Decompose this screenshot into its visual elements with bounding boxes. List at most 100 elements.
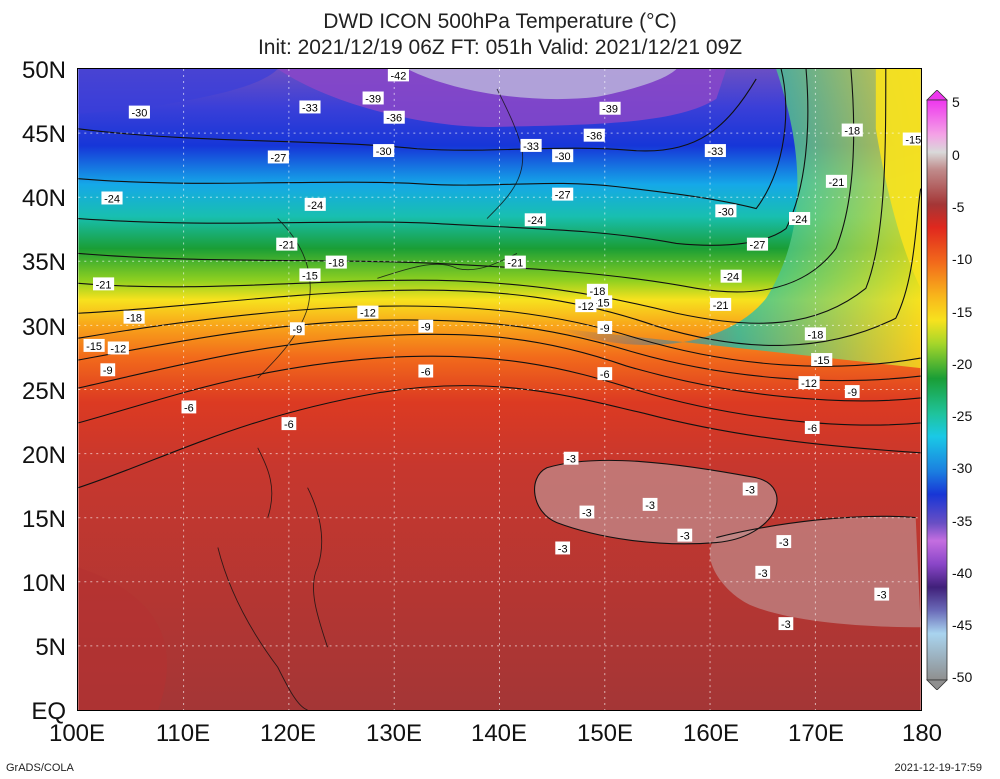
contour-label: -3 [579, 505, 595, 520]
colorbar-label: -35 [952, 513, 973, 529]
contour-label-box [524, 213, 546, 227]
contour-label: -9 [418, 319, 434, 334]
contour-label: -30 [552, 149, 574, 163]
contour-label: -3 [755, 565, 771, 580]
contour-label-text: -15 [302, 270, 318, 282]
contour-label-text: -12 [360, 308, 376, 320]
software-credit: GrADS/COLA [6, 762, 74, 774]
contour-label: -24 [720, 269, 742, 284]
contour-label-text: -3 [779, 537, 789, 549]
contour-label: -24 [304, 197, 326, 212]
contour-label-text: -3 [558, 543, 568, 555]
colorbar-top-arrow [926, 90, 948, 101]
contour-label-box [597, 367, 613, 381]
contour-label-text: -18 [844, 126, 860, 138]
contour-label-text: -27 [555, 190, 571, 202]
contour-label-box [555, 541, 571, 555]
lon-label-150e: 150E [576, 720, 634, 747]
contour-label: -18 [804, 327, 826, 341]
contour-label-text: -6 [184, 402, 194, 414]
contour-label-box [746, 237, 769, 251]
contour-label-text: -3 [877, 590, 887, 602]
contour-label-text: -39 [365, 93, 381, 105]
contour-label: -9 [100, 363, 116, 377]
contour-label-box [362, 91, 384, 105]
contour-label-box [804, 420, 820, 434]
temperature-map: -42 -39 -39 -36 -36 -33 -33 -33 -30 -30 -30 -30 -27 -… [77, 68, 922, 711]
colorbar-label: -25 [952, 408, 973, 424]
contour-label-box [304, 197, 326, 211]
colorbar-label: -5 [952, 199, 965, 215]
contour-label: -6 [281, 417, 297, 431]
contour-label-text: -3 [566, 454, 576, 466]
contour-label-box [83, 338, 105, 352]
contour-label-text: -24 [307, 200, 323, 212]
cold-region-west [78, 69, 278, 114]
contour-label: -12 [575, 299, 597, 313]
contour-label: -3 [563, 451, 579, 466]
lat-label-10n: 10N [21, 570, 66, 597]
contour-label-text: -3 [645, 500, 655, 512]
contour-label-text: -3 [582, 508, 592, 520]
contour-labels: -42 -39 -39 -36 -36 -33 -33 -33 -30 -30 -30 -30 -27 -… [83, 69, 921, 631]
contour-label-box [373, 144, 395, 158]
colorbar-label: -20 [952, 356, 973, 372]
contour-label: -15 [811, 353, 833, 367]
contour-label-text: -6 [284, 419, 294, 431]
contour-label-box [755, 565, 771, 579]
contour-label-text: -15 [905, 134, 921, 146]
contour-label: -21 [710, 297, 732, 312]
contour-label: -6 [804, 420, 820, 435]
gridlines [78, 69, 921, 710]
contour-label-box [387, 69, 409, 82]
contour-label: -18 [123, 310, 145, 325]
contour-label-box [575, 299, 597, 313]
contour-label: -18 [841, 123, 863, 138]
contour-label-box [677, 528, 693, 542]
contour-label-box [181, 400, 197, 414]
contour-label-box [902, 132, 921, 146]
contour-label-text: -21 [279, 240, 295, 252]
contour-label-text: -30 [718, 206, 734, 218]
lat-label-35n: 35N [21, 249, 66, 276]
contour-label-text: -39 [602, 104, 618, 116]
contour-label-text: -24 [723, 272, 739, 284]
colorbar-label: -10 [952, 251, 973, 267]
contour-label-text: -12 [801, 378, 817, 390]
colorbar [926, 90, 948, 690]
contour-label-text: -15 [86, 341, 102, 353]
lon-label-160e: 160E [682, 720, 740, 747]
lon-label-110e: 110E [155, 720, 211, 747]
contour-label: -9 [289, 322, 305, 336]
contour-label-box [874, 587, 890, 601]
contour-label: -3 [778, 617, 794, 631]
contour-label-box [804, 327, 826, 341]
lon-label-180: 180 [901, 720, 943, 747]
contour-label-text: -27 [270, 152, 286, 164]
contour-label-text: -24 [792, 214, 808, 226]
contour-label: -18 [325, 255, 347, 270]
warm-patch-west [78, 567, 168, 710]
lat-label-25n: 25N [21, 378, 66, 405]
contour-label-text: -9 [847, 387, 857, 399]
contour-label: -6 [597, 367, 613, 381]
contour-label: -27 [267, 150, 289, 164]
contour-label-box [742, 482, 758, 496]
contour-label-text: -24 [104, 193, 120, 205]
contour-label-text: -6 [807, 423, 817, 435]
contour-label: -24 [101, 191, 123, 205]
contour-label-text: -30 [555, 151, 571, 163]
contour-label-box [281, 417, 297, 431]
contour-label-text: -30 [131, 108, 147, 120]
contour-label-box [704, 144, 726, 158]
contour-label: -15 [902, 132, 921, 146]
contour-label: -30 [128, 105, 150, 120]
contour-label-box [841, 123, 863, 137]
contour-label-box [552, 187, 574, 201]
colorbar-label: 5 [952, 94, 960, 110]
contour-label: -33 [704, 144, 726, 158]
contour-label-box [798, 376, 820, 390]
contour-label: -3 [742, 482, 758, 496]
contour-label-text: -18 [126, 313, 142, 325]
contour-label-text: -18 [328, 258, 344, 270]
